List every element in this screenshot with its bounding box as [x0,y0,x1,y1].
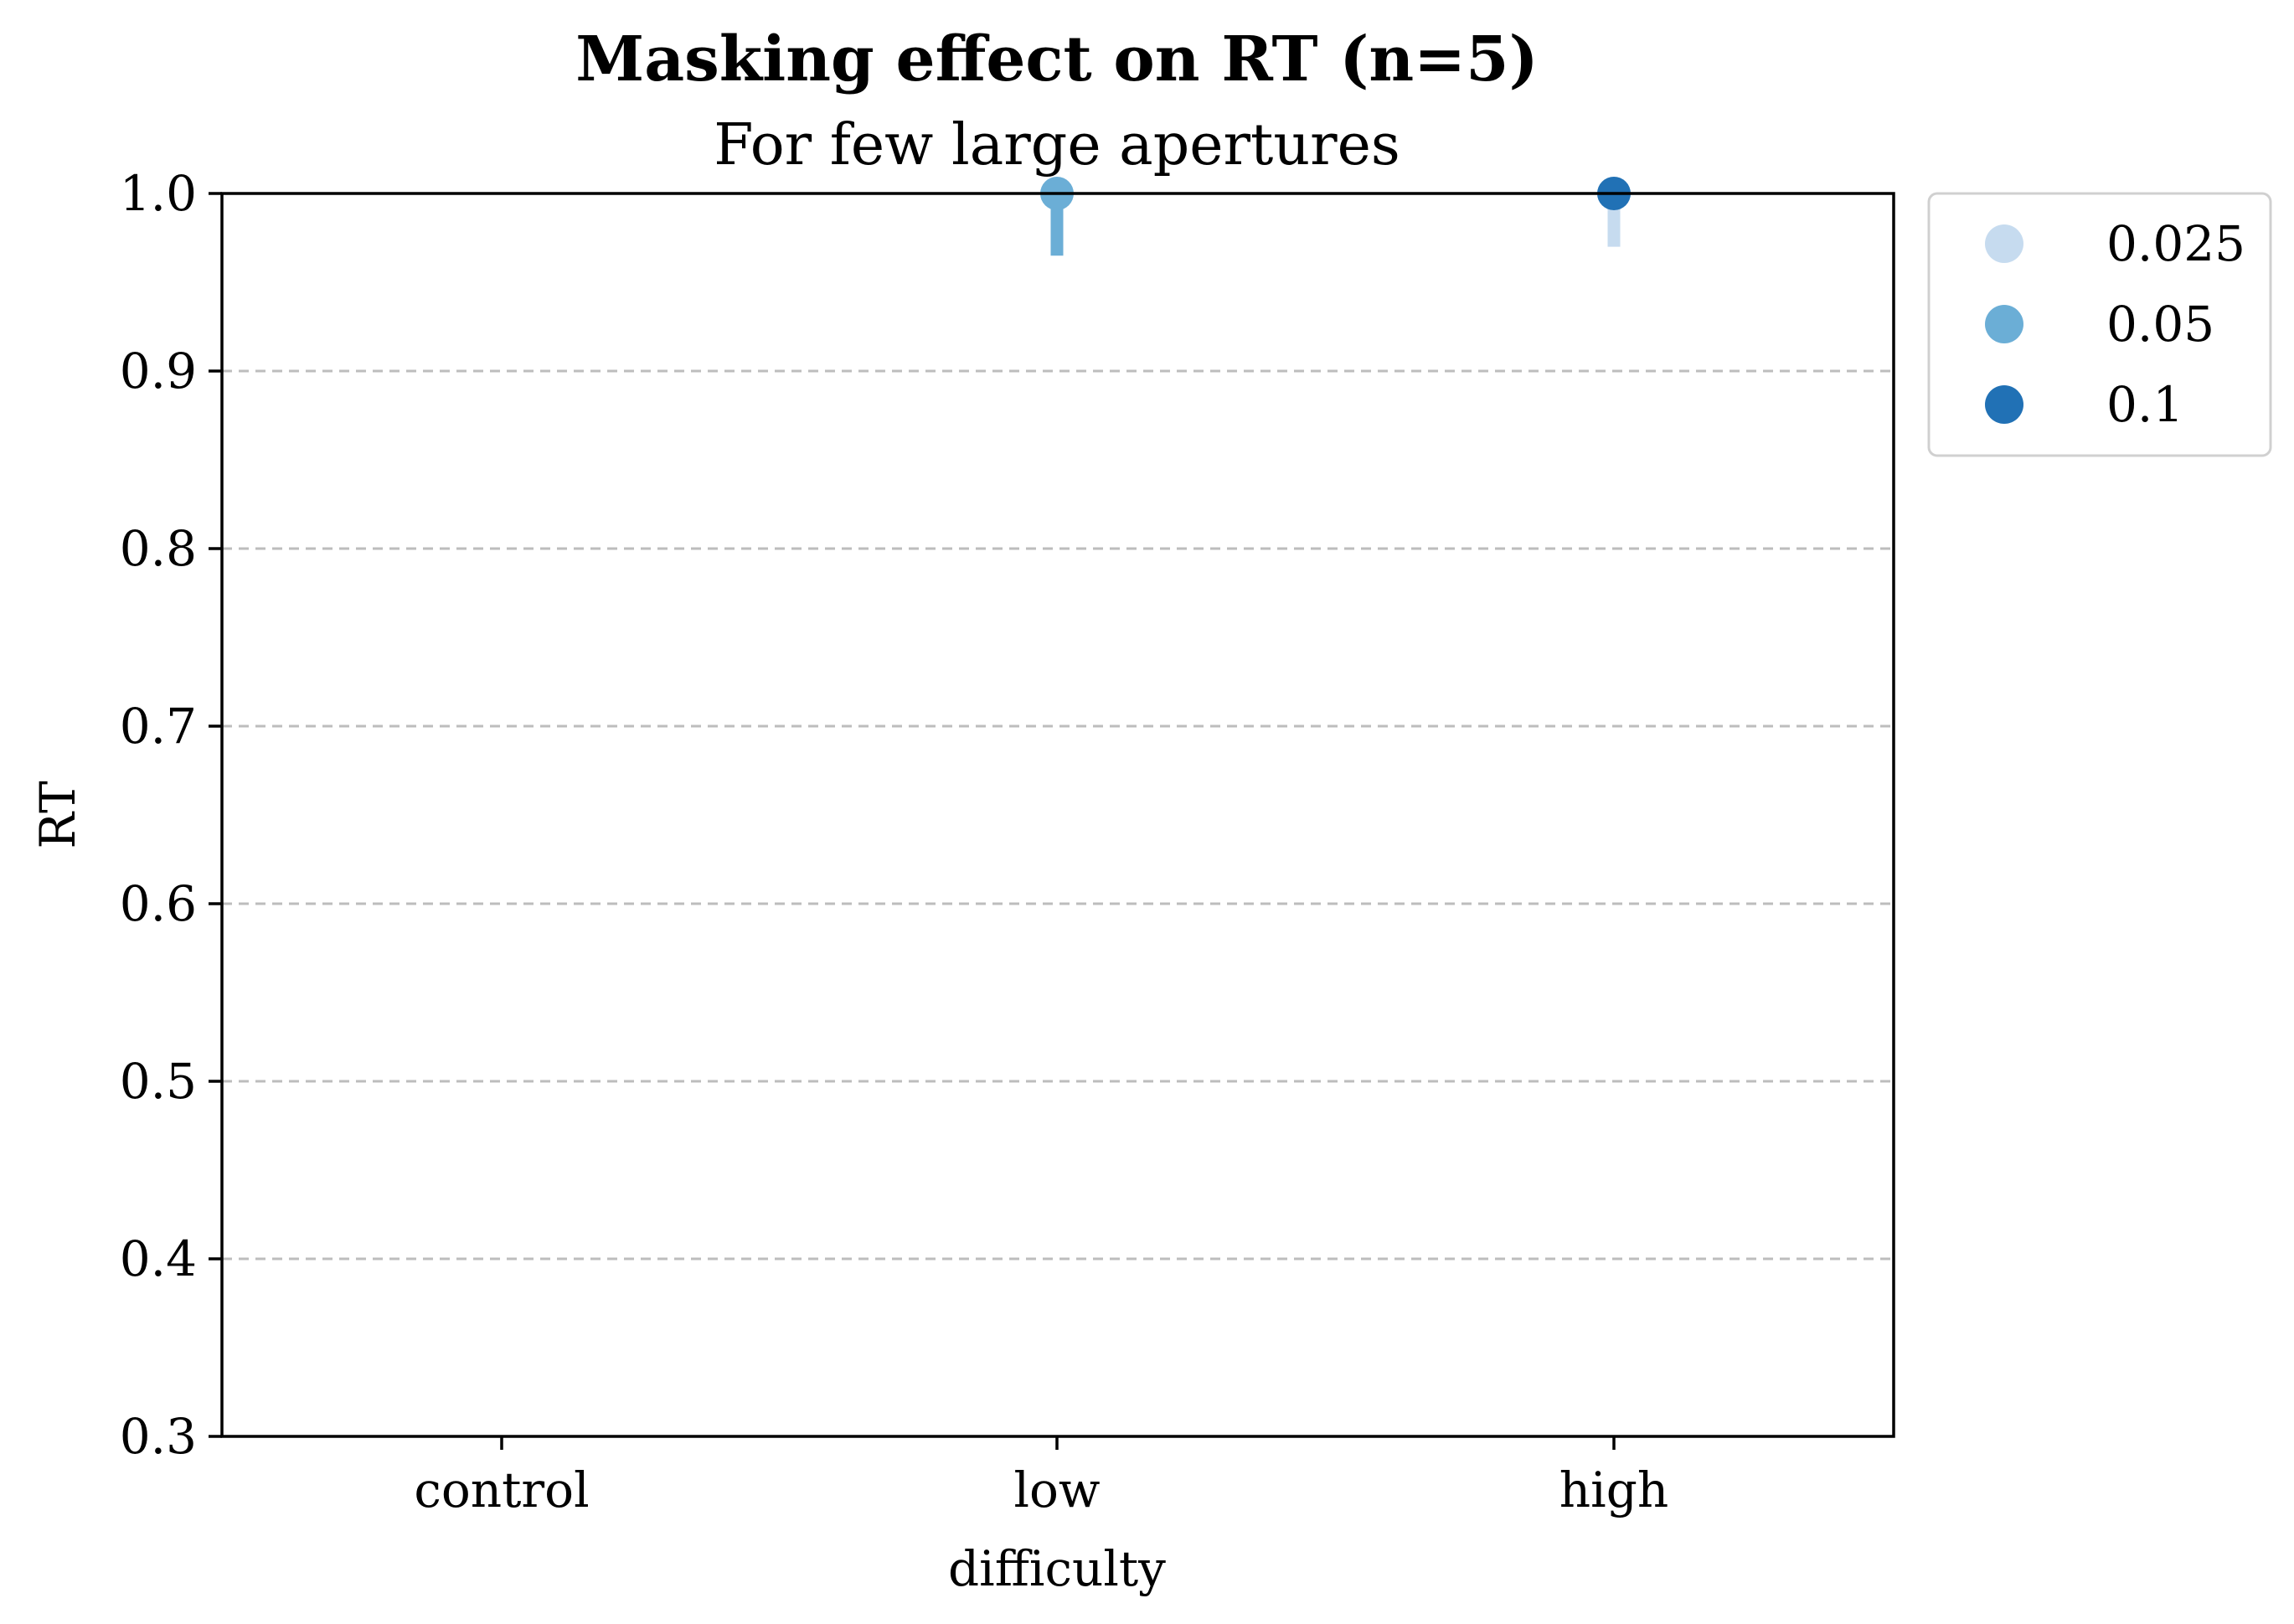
y-tick-label: 0.4 [120,1230,197,1287]
y-tick-label: 1.0 [120,165,197,222]
gridlines [222,369,1894,1261]
y-tick-label: 0.3 [120,1408,197,1465]
chart-subtitle: For few large apertures [714,112,1400,178]
plot-area [220,192,1895,1438]
x-tick-label: low [1013,1462,1100,1518]
y-tick-label: 0.8 [120,520,197,577]
y-axis-label: RT [29,781,86,849]
y-tick-label: 0.6 [120,875,197,932]
x-tick-label: high [1559,1462,1668,1518]
legend-label: 0.025 [2106,215,2245,272]
y-tick-label: 0.9 [120,343,197,400]
legend-marker [1985,224,2023,263]
legend-label: 0.1 [2106,376,2183,433]
chart-title: Masking effect on RT (n=5) [575,23,1538,95]
data-marks [1040,177,1631,256]
x-axis: control low high [414,1436,1668,1518]
legend-label: 0.05 [2106,296,2214,353]
legend: 0.025 0.05 0.1 [1927,192,2272,457]
x-tick-label: control [414,1462,589,1518]
x-axis-label: difficulty [948,1540,1166,1597]
legend-marker [1985,385,2023,424]
y-tick-label: 0.7 [120,698,197,755]
y-tick-label: 0.5 [120,1053,197,1110]
y-axis: 0.3 0.4 0.5 0.6 0.7 0.8 0.9 1.0 [120,165,222,1465]
legend-marker [1985,305,2023,343]
